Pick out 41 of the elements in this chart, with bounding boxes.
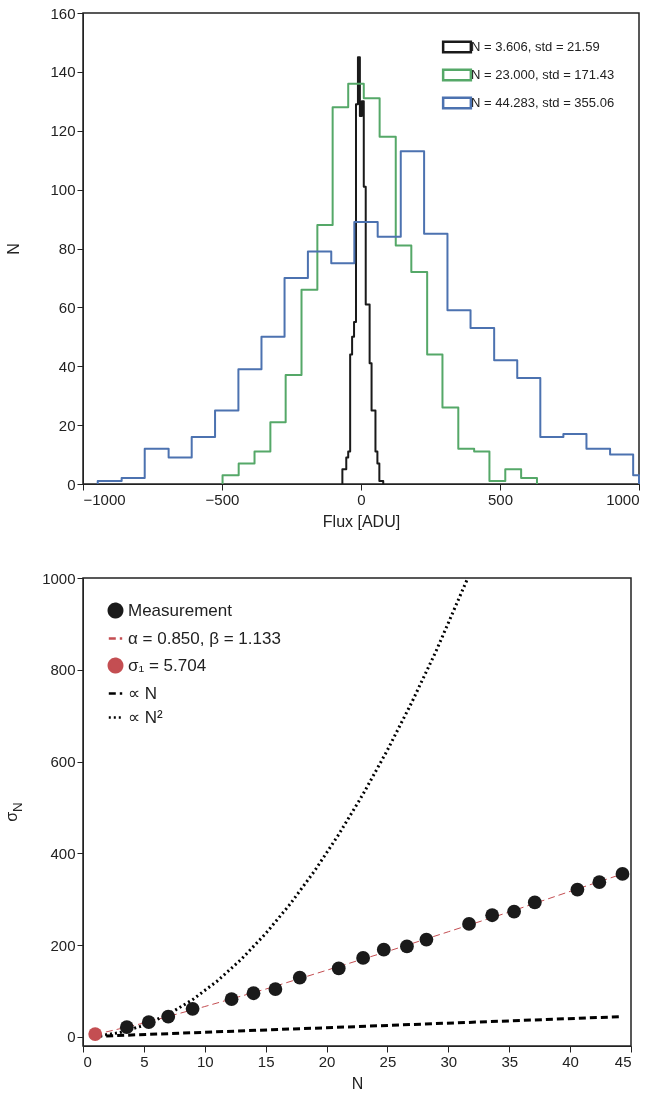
legend-label: α = 0.850, β = 1.133 [128, 628, 281, 648]
x-tick-label: 35 [501, 1052, 519, 1070]
x-tick-label: 500 [487, 490, 514, 508]
x-tick-label: 40 [562, 1052, 579, 1070]
y-tick-label: 100 [50, 181, 76, 199]
y-axis-title: N [5, 242, 23, 255]
y-tick-label: 40 [58, 357, 76, 375]
x-axis-title: Flux [ADU] [322, 512, 401, 530]
x-tick-label: 30 [440, 1052, 458, 1070]
x-tick-label: −500 [205, 490, 240, 508]
y-tick-label: 120 [50, 122, 76, 140]
x-axis-title: N [351, 1074, 364, 1092]
x-tick-label: 0 [357, 490, 366, 508]
y-tick-label: 160 [50, 4, 76, 22]
x-tick-label: −1000 [83, 490, 126, 508]
y-tick-label: 140 [50, 63, 76, 81]
x-tick-label: 10 [196, 1052, 214, 1070]
y-tick-label: 60 [58, 298, 76, 316]
y-tick-label: 1000 [42, 569, 76, 587]
y-tick-label: 0 [67, 1028, 76, 1046]
x-tick-label: 0 [83, 1052, 92, 1070]
y-tick-label: 400 [50, 844, 76, 862]
y-tick-label: 800 [50, 661, 76, 679]
x-tick-label: 25 [379, 1052, 397, 1070]
y-tick-label: 80 [58, 240, 76, 257]
y-tick-label: 200 [50, 936, 76, 954]
x-tick-label: 5 [140, 1052, 149, 1070]
legend-label: N = 23.000, std = 171.43 [471, 67, 615, 82]
legend-label: N = 3.606, std = 21.59 [471, 39, 600, 54]
x-tick-label: 15 [257, 1052, 275, 1070]
x-tick-label: 45 [614, 1052, 632, 1070]
x-tick-label: 20 [318, 1052, 336, 1070]
legend-label: ∝ N² [128, 707, 163, 727]
legend-label: ∝ N [128, 683, 157, 703]
x-tick-label: 1000 [606, 490, 640, 508]
y-tick-label: 20 [58, 416, 76, 434]
legend-label: Measurement [128, 600, 233, 620]
legend-label: σ₁ = 5.704 [128, 655, 207, 675]
y-tick-label: 0 [67, 475, 76, 493]
y-tick-label: 600 [50, 753, 76, 771]
legend-label: N = 44.283, std = 355.06 [471, 95, 615, 110]
